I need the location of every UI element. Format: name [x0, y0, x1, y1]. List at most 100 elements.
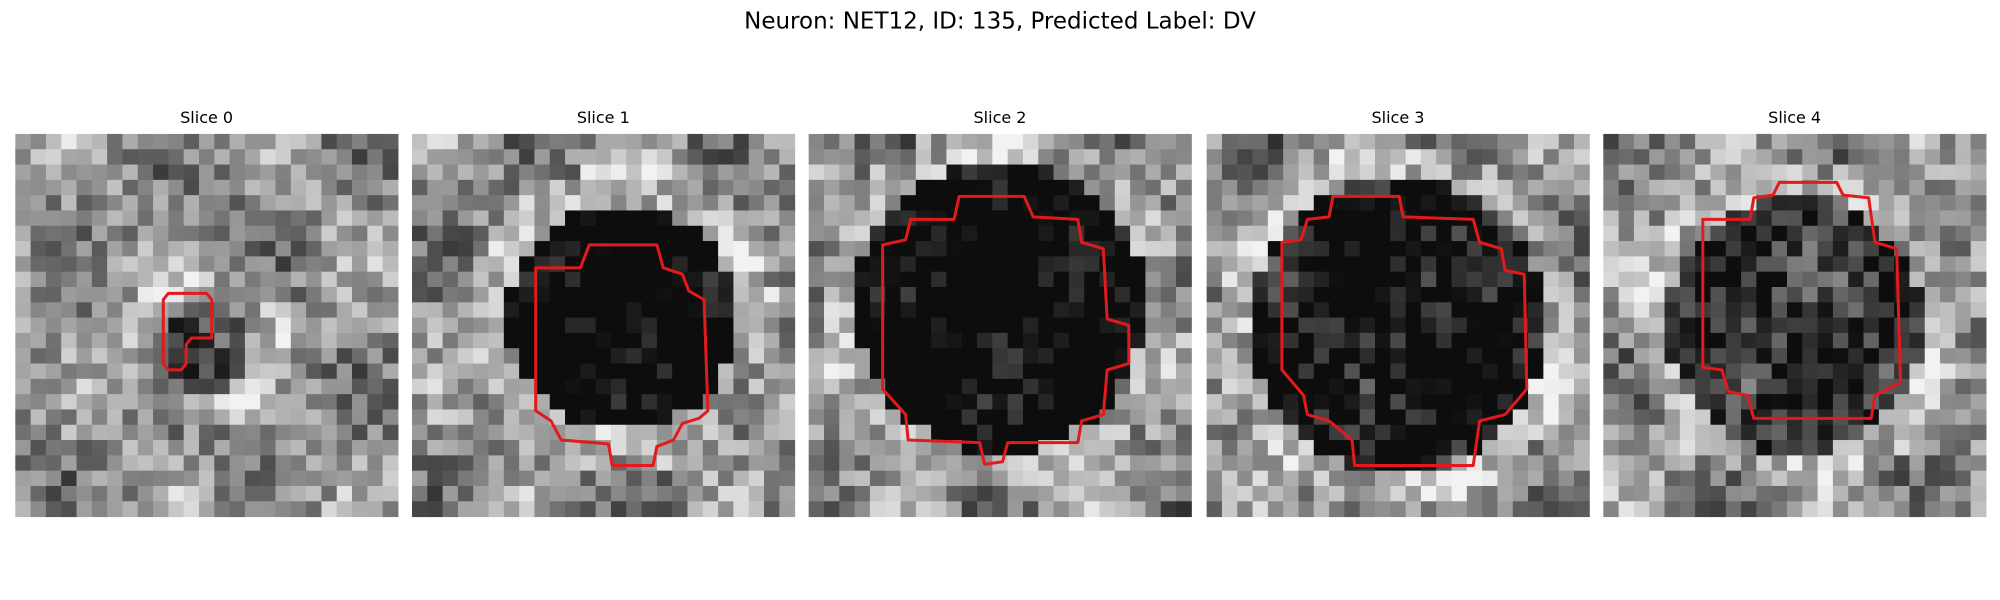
pixel: [1267, 394, 1284, 410]
pixel: [748, 317, 765, 334]
pixel: [961, 332, 978, 349]
pixel: [1420, 501, 1437, 518]
pixel: [503, 363, 520, 380]
pixel: [1741, 286, 1757, 303]
pixel: [442, 210, 459, 227]
pixel: [382, 501, 399, 518]
pixel: [1022, 241, 1039, 257]
pixel: [1405, 348, 1422, 365]
pixel: [411, 179, 428, 196]
pixel: [153, 348, 169, 365]
pixel: [1375, 378, 1391, 395]
pixel: [1436, 317, 1453, 334]
pixel: [869, 179, 886, 196]
pixel: [1038, 179, 1055, 196]
pixel: [168, 210, 185, 227]
pixel: [61, 332, 78, 349]
pixel: [1267, 210, 1284, 227]
pixel: [1344, 424, 1361, 441]
pixel: [1313, 179, 1330, 196]
pixel: [427, 225, 444, 242]
pixel: [260, 409, 277, 426]
pixel: [1298, 378, 1315, 395]
pixel: [1298, 501, 1315, 518]
pixel: [336, 409, 353, 426]
pixel: [1970, 149, 1987, 166]
pixel: [687, 378, 704, 395]
pixel: [1283, 455, 1299, 472]
pixel: [1863, 241, 1880, 257]
pixel: [1741, 317, 1757, 334]
pixel: [352, 133, 368, 150]
pixel: [183, 133, 200, 150]
pixel: [733, 302, 750, 319]
pixel: [137, 363, 154, 380]
pixel: [885, 470, 902, 487]
pixel: [1359, 133, 1376, 150]
pixel: [823, 149, 840, 166]
pixel: [45, 241, 62, 257]
pixel: [61, 133, 78, 150]
pixel: [1786, 363, 1803, 380]
pixel: [1420, 470, 1437, 487]
pixel: [244, 317, 261, 334]
pixel: [641, 440, 658, 456]
pixel: [900, 241, 917, 257]
pixel: [748, 225, 765, 242]
pixel: [748, 164, 765, 181]
pixel: [1543, 133, 1560, 150]
pixel: [1176, 133, 1192, 150]
pixel: [198, 470, 215, 487]
pixel: [61, 363, 78, 380]
pixel: [153, 149, 169, 166]
pixel: [91, 225, 108, 242]
pixel: [1298, 302, 1315, 319]
pixel: [1618, 271, 1635, 288]
pixel: [1099, 378, 1116, 395]
pixel: [718, 317, 734, 334]
pixel: [779, 424, 796, 441]
pixel: [946, 271, 963, 288]
pixel: [549, 271, 566, 288]
pixel: [1298, 241, 1315, 257]
pixel: [1618, 455, 1635, 472]
pixel: [961, 210, 978, 227]
pixel: [214, 440, 231, 456]
pixel: [1405, 179, 1422, 196]
pixel: [1053, 256, 1070, 273]
pixel: [153, 501, 169, 518]
pixel: [427, 133, 444, 150]
pixel: [1955, 378, 1972, 395]
pixel: [1573, 210, 1590, 227]
pixel: [1206, 164, 1223, 181]
pixel: [1176, 302, 1192, 319]
pixel: [367, 348, 384, 365]
pixel: [1176, 164, 1192, 181]
pixel: [91, 164, 108, 181]
pixel: [1497, 271, 1514, 288]
pixel: [1390, 302, 1407, 319]
pixel: [290, 164, 307, 181]
pixel: [992, 271, 1009, 288]
pixel: [1603, 271, 1620, 288]
pixel: [1130, 241, 1146, 257]
pixel: [1543, 225, 1560, 242]
pixel: [931, 149, 947, 166]
pixel: [1451, 470, 1468, 487]
pixel: [1053, 348, 1070, 365]
pixel: [1298, 440, 1315, 456]
pixel: [352, 210, 368, 227]
pixel: [1359, 179, 1376, 196]
pixel: [1420, 378, 1437, 395]
pixel: [275, 363, 292, 380]
pixel: [1664, 485, 1681, 502]
pixel: [1633, 470, 1650, 487]
pixel: [229, 286, 246, 303]
pixel: [1528, 348, 1544, 365]
pixel: [1176, 348, 1192, 365]
pixel: [275, 241, 292, 257]
pixel: [1924, 332, 1941, 349]
pixel: [1817, 210, 1834, 227]
pixel: [1221, 164, 1238, 181]
pixel: [1267, 164, 1284, 181]
